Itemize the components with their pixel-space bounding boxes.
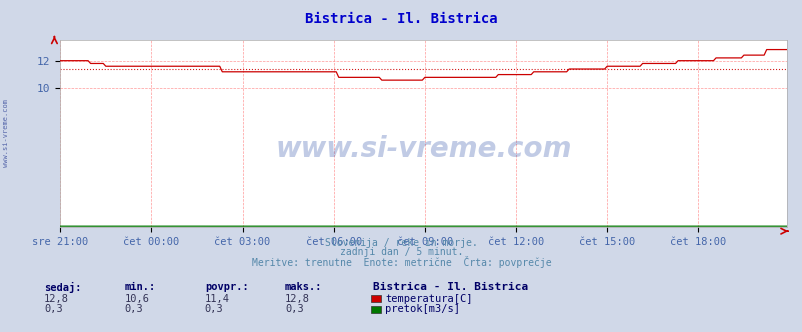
Text: sedaj:: sedaj: bbox=[44, 282, 82, 293]
Text: 12,8: 12,8 bbox=[44, 294, 69, 304]
Text: Meritve: trenutne  Enote: metrične  Črta: povprečje: Meritve: trenutne Enote: metrične Črta: … bbox=[251, 256, 551, 268]
Text: www.si-vreme.com: www.si-vreme.com bbox=[275, 135, 571, 163]
Text: min.:: min.: bbox=[124, 282, 156, 292]
Text: pretok[m3/s]: pretok[m3/s] bbox=[385, 304, 460, 314]
Text: povpr.:: povpr.: bbox=[205, 282, 248, 292]
Text: 0,3: 0,3 bbox=[205, 304, 223, 314]
Text: maks.:: maks.: bbox=[285, 282, 322, 292]
Text: zadnji dan / 5 minut.: zadnji dan / 5 minut. bbox=[339, 247, 463, 257]
Text: 10,6: 10,6 bbox=[124, 294, 149, 304]
Text: 0,3: 0,3 bbox=[285, 304, 303, 314]
Text: 11,4: 11,4 bbox=[205, 294, 229, 304]
Text: 0,3: 0,3 bbox=[124, 304, 143, 314]
Text: Bistrica - Il. Bistrica: Bistrica - Il. Bistrica bbox=[305, 12, 497, 26]
Text: temperatura[C]: temperatura[C] bbox=[385, 294, 472, 304]
Text: 0,3: 0,3 bbox=[44, 304, 63, 314]
Text: Slovenija / reke in morje.: Slovenija / reke in morje. bbox=[325, 238, 477, 248]
Text: 12,8: 12,8 bbox=[285, 294, 310, 304]
Text: www.si-vreme.com: www.si-vreme.com bbox=[3, 99, 10, 167]
Text: Bistrica - Il. Bistrica: Bistrica - Il. Bistrica bbox=[373, 282, 528, 292]
